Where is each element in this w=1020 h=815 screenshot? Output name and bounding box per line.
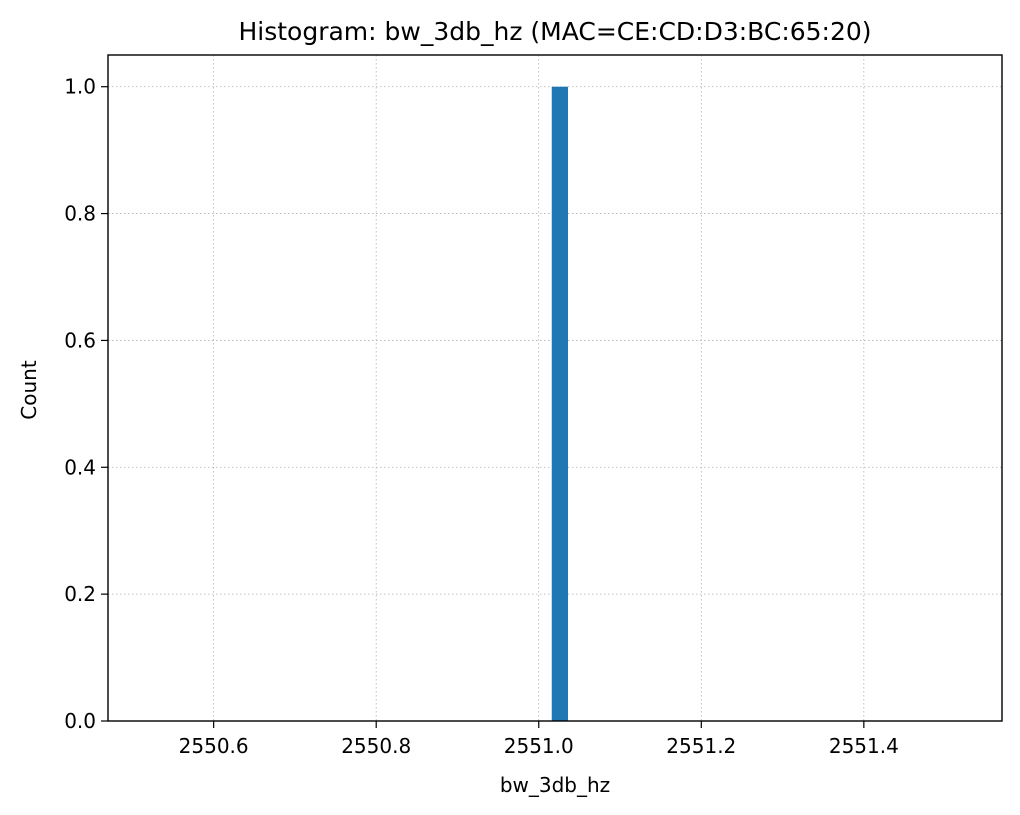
x-tick-label: 2550.6 [179, 734, 249, 758]
y-tick-label: 0.8 [64, 202, 96, 226]
x-tick-label: 2551.0 [504, 734, 574, 758]
y-tick-label: 0.4 [64, 455, 96, 479]
x-tick-label: 2550.8 [341, 734, 411, 758]
y-axis: 0.0 0.2 0.4 0.6 0.8 1.0 [64, 75, 108, 733]
x-tick-label: 2551.2 [666, 734, 736, 758]
bars [551, 86, 569, 721]
y-tick-label: 0.0 [64, 709, 96, 733]
x-axis: 2550.6 2550.8 2551.0 2551.2 2551.4 [179, 721, 899, 758]
histogram-bar [551, 86, 569, 721]
x-axis-label: bw_3db_hz [500, 773, 610, 797]
y-tick-label: 0.2 [64, 582, 96, 606]
y-tick-label: 1.0 [64, 75, 96, 99]
x-tick-label: 2551.4 [829, 734, 899, 758]
y-tick-label: 0.6 [64, 328, 96, 352]
plot-frame [107, 54, 1003, 722]
y-axis-label: Count [17, 360, 41, 420]
chart-title: Histogram: bw_3db_hz (MAC=CE:CD:D3:BC:65… [238, 17, 871, 46]
